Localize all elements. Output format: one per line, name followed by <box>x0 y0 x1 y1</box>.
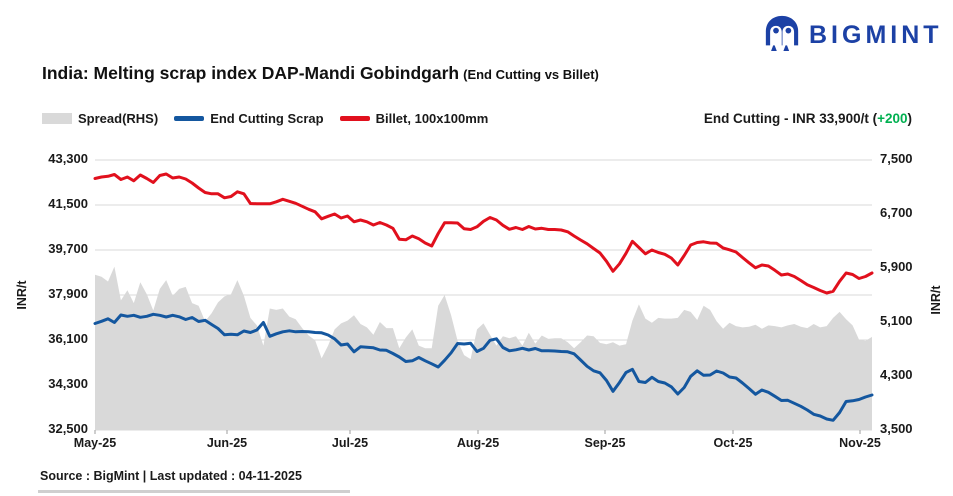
annotation-close: ) <box>907 111 913 126</box>
spread-area-swatch <box>42 113 72 124</box>
end-cutting-line-swatch <box>174 116 205 121</box>
right-axis-tick: 6,700 <box>880 205 913 220</box>
bigmint-logo: BIGMINT <box>763 13 943 58</box>
left-axis-tick: 39,700 <box>48 241 88 256</box>
left-axis-tick: 36,100 <box>48 331 88 346</box>
right-axis-tick: 7,500 <box>880 151 913 166</box>
left-axis-tick: 43,300 <box>48 151 88 166</box>
x-axis-tick: Jul-25 <box>331 436 369 450</box>
left-axis-tick: 41,500 <box>48 196 88 211</box>
left-axis-tick: 34,300 <box>48 376 88 391</box>
end-cutting-price-annotation: End Cutting - INR 33,900/t (+200) <box>704 111 912 126</box>
annotation-change: +200 <box>877 111 908 126</box>
x-axis-tick: Aug-25 <box>456 436 500 450</box>
legend: Spread(RHS) End Cutting Scrap Billet, 10… <box>42 111 488 126</box>
billet-line <box>93 172 874 295</box>
end-cutting-line <box>93 312 874 422</box>
right-axis-tick: 5,900 <box>880 259 913 274</box>
left-axis-tick: 37,900 <box>48 286 88 301</box>
legend-item-end-cutting: End Cutting Scrap <box>174 111 324 126</box>
bigmint-logo-text: BIGMINT <box>809 21 943 49</box>
legend-item-spread: Spread(RHS) <box>42 111 158 126</box>
legend-label-spread: Spread(RHS) <box>78 111 159 126</box>
left-axis-tick: 32,500 <box>48 421 88 436</box>
x-axis-tick: Oct-25 <box>713 436 753 450</box>
annotation-text: End Cutting - INR 33,900/t ( <box>703 111 878 126</box>
right-axis-tick: 5,100 <box>880 313 913 328</box>
x-axis-tick: May-25 <box>73 436 117 450</box>
left-axis-title: INR/t <box>15 280 29 310</box>
x-axis-tick: Nov-25 <box>839 436 881 450</box>
right-axis-tick: 3,500 <box>880 421 913 436</box>
source-note: Source : BigMint | Last updated : 04-11-… <box>40 469 302 483</box>
legend-label-end-cutting: End Cutting Scrap <box>210 111 324 126</box>
x-axis-tick: Sep-25 <box>584 436 626 450</box>
right-axis-title: INR/t <box>929 285 943 315</box>
bigmint-logo-icon <box>763 13 801 58</box>
legend-item-billet: Billet, 100x100mm <box>339 111 489 126</box>
right-axis-tick: 4,300 <box>880 367 913 382</box>
x-axis-tick: Jun-25 <box>206 436 248 450</box>
billet-line-swatch <box>339 116 370 121</box>
chart-title: India: Melting scrap index DAP-Mandi Gob… <box>42 63 599 84</box>
chart-title-main: India: Melting scrap index DAP-Mandi Gob… <box>42 63 460 83</box>
legend-label-billet: Billet, 100x100mm <box>375 111 489 126</box>
chart-title-sub: (End Cutting vs Billet) <box>463 67 599 82</box>
bottom-divider <box>38 490 350 493</box>
